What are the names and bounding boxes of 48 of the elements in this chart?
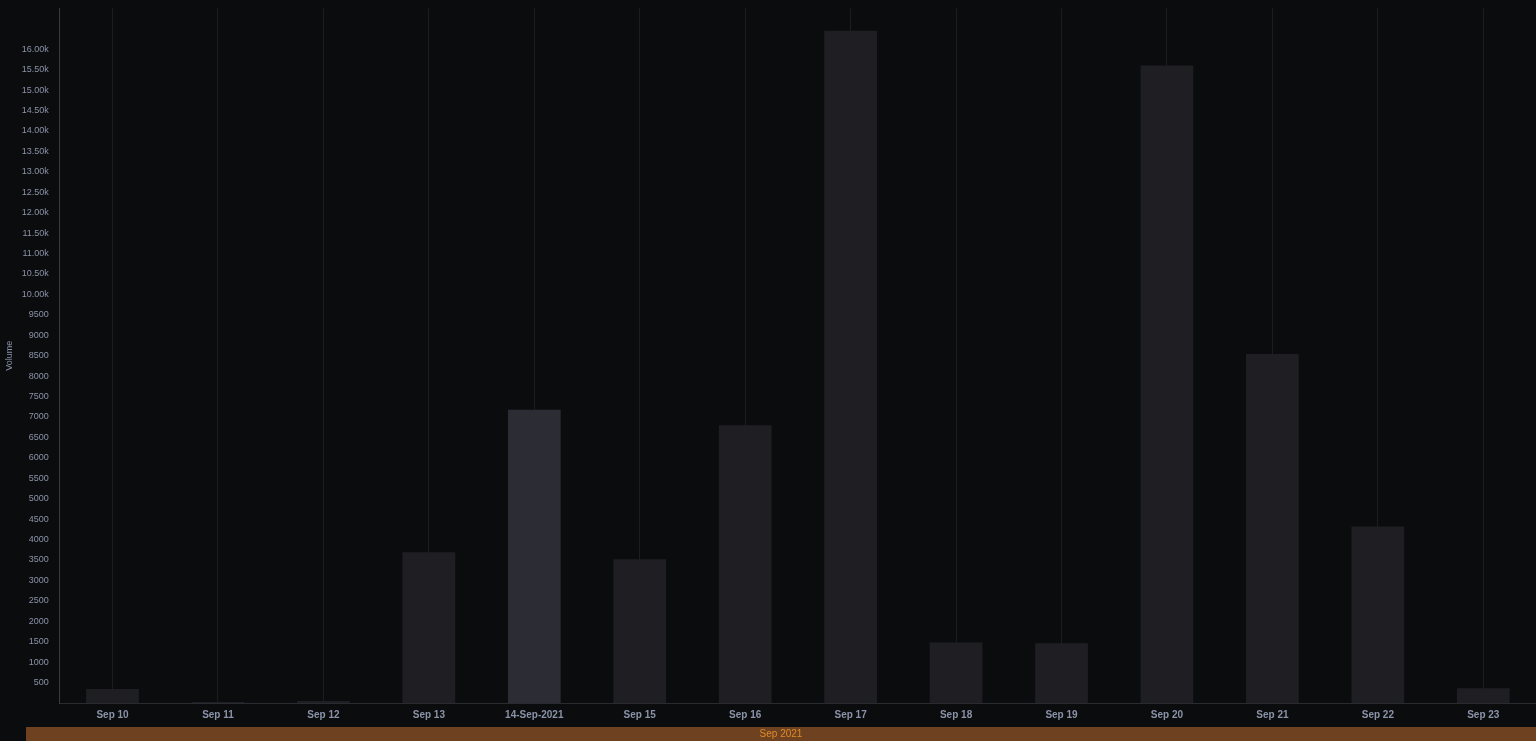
- y-tick-label: 10.50k: [21, 268, 50, 279]
- y-tick-label: 2000: [28, 615, 49, 626]
- y-axis-title: Volume: [3, 340, 14, 371]
- y-tick-label: 11.50k: [22, 227, 50, 238]
- y-tick-label: 9500: [28, 309, 49, 320]
- y-tick-label: 6000: [28, 452, 49, 463]
- x-tick-label: Sep 18: [939, 708, 973, 720]
- x-tick-label: Sep 19: [1045, 708, 1079, 720]
- y-tick-label: 5500: [28, 472, 49, 483]
- x-tick-label: Sep 16: [729, 708, 762, 720]
- x-tick-label: Sep 23: [1467, 708, 1500, 720]
- y-tick-label: 12.50k: [21, 186, 50, 197]
- x-tick-label: Sep 13: [412, 708, 446, 720]
- y-tick-label: 16.00k: [21, 43, 50, 54]
- y-tick-label: 6500: [28, 431, 49, 442]
- y-tick-label: 13.50k: [21, 145, 50, 156]
- y-tick-label: 11.00k: [22, 248, 50, 259]
- y-tick-label: 3000: [28, 574, 49, 585]
- y-tick-label: 500: [33, 677, 49, 688]
- y-tick-label: 15.00k: [21, 84, 50, 95]
- x-tick-label: Sep 22: [1361, 708, 1395, 720]
- x-axis-title: Sep 2021: [26, 727, 1536, 741]
- y-tick-label: 12.00k: [21, 207, 50, 218]
- x-tick-label: 14-Sep-2021: [505, 708, 564, 720]
- y-tick-label: 10.00k: [21, 288, 50, 299]
- y-tick-label: 4000: [28, 534, 49, 545]
- x-tick-label: Sep 15: [623, 708, 657, 720]
- x-tick-label: Sep 12: [307, 708, 340, 720]
- y-tick-label: 1000: [28, 656, 49, 667]
- y-tick-label: 3500: [28, 554, 49, 565]
- y-tick-label: 14.00k: [21, 125, 50, 136]
- y-tick-label: 8000: [28, 370, 49, 381]
- x-tick-label: Sep 21: [1256, 708, 1289, 720]
- x-tick-label: Sep 11: [202, 708, 235, 720]
- y-tick-label: 7500: [28, 391, 49, 402]
- x-tick-label: Sep 10: [96, 708, 130, 720]
- y-tick-label: 9000: [28, 329, 49, 340]
- y-tick-label: 1500: [28, 636, 49, 647]
- x-tick-label: Sep 20: [1150, 708, 1184, 720]
- y-tick-label: 15.50k: [21, 64, 50, 75]
- y-tick-label: 2500: [28, 595, 49, 606]
- y-tick-label: 13.00k: [21, 166, 50, 177]
- y-tick-label: 4500: [28, 513, 49, 524]
- y-tick-label: 14.50k: [21, 105, 50, 116]
- x-tick-label: Sep 17: [834, 708, 868, 720]
- y-tick-label: 7000: [28, 411, 49, 422]
- y-tick-label: 5000: [28, 493, 49, 504]
- y-tick-label: 8500: [28, 350, 49, 361]
